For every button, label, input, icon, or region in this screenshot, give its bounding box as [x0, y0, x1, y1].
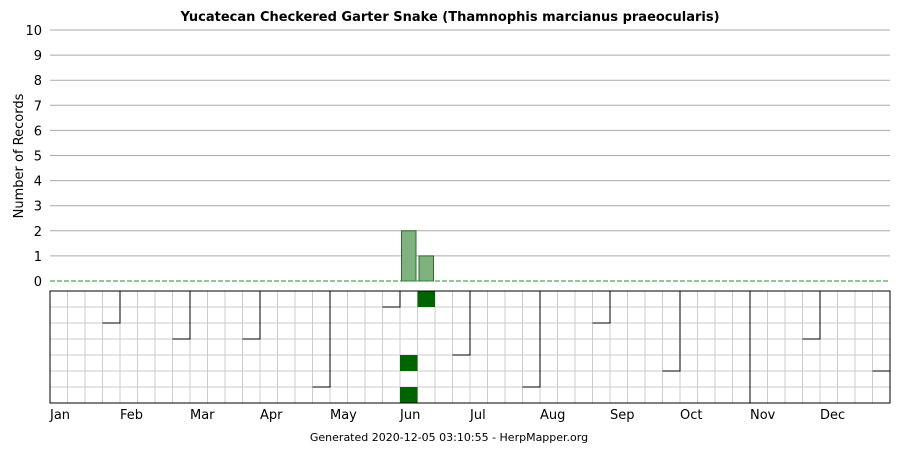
- y-tick-label: 7: [34, 99, 42, 114]
- time-step-line: [242, 291, 261, 340]
- time-step-line: [382, 291, 401, 308]
- time-grid-cell: [417, 291, 435, 307]
- time-step-line: [662, 291, 681, 372]
- y-gridlines: [50, 29, 890, 257]
- time-grid-cell: [400, 355, 418, 371]
- y-tick-label: 9: [34, 49, 42, 64]
- y-tick-labels: 0 1 2 3 4 5 6 7 8 9 10: [25, 24, 42, 290]
- y-tick-label: 0: [34, 275, 42, 290]
- time-step-line: [802, 291, 821, 340]
- y-tick-label: 6: [34, 124, 42, 139]
- month-label: Sep: [610, 408, 635, 423]
- y-axis-label: Number of Records: [12, 93, 27, 218]
- y-tick-label: 8: [34, 74, 42, 89]
- time-step-lines: [102, 291, 891, 403]
- y-tick-label: 4: [34, 175, 42, 190]
- record-bar: [418, 255, 434, 282]
- month-label: May: [330, 408, 357, 423]
- time-step-line: [172, 291, 191, 340]
- month-label: Aug: [540, 408, 565, 423]
- time-grid-records: [400, 291, 435, 403]
- month-label: Nov: [750, 408, 776, 423]
- time-step-line: [102, 291, 121, 324]
- time-grid-cell: [400, 387, 418, 403]
- record-bar: [401, 230, 417, 282]
- footer-text: Generated 2020-12-05 03:10:55 - HerpMapp…: [310, 431, 588, 444]
- y-tick-label: 5: [34, 150, 42, 165]
- y-tick-label: 3: [34, 200, 42, 215]
- time-step-line: [312, 291, 331, 388]
- month-label: Apr: [260, 408, 283, 423]
- month-label: Jul: [469, 408, 486, 423]
- month-label: Dec: [820, 408, 845, 423]
- time-step-line: [522, 291, 541, 388]
- month-label: Jan: [49, 408, 70, 423]
- month-labels: Jan Feb Mar Apr May Jun Jul Aug Sep Oct Nov Dec: [49, 408, 845, 423]
- time-step-line: [592, 291, 611, 324]
- time-step-line: [452, 291, 471, 356]
- chart-title: Yucatecan Checkered Garter Snake (Thamno…: [179, 10, 719, 25]
- time-step-line: [872, 291, 891, 372]
- y-tick-label: 1: [34, 250, 42, 265]
- y-tick-label: 10: [25, 24, 42, 39]
- month-label: Mar: [190, 408, 215, 423]
- month-label: Oct: [680, 408, 702, 423]
- month-label: Jun: [399, 408, 420, 423]
- month-label: Feb: [120, 408, 143, 423]
- y-tick-label: 2: [34, 225, 42, 240]
- time-grid-frame: [49, 290, 891, 404]
